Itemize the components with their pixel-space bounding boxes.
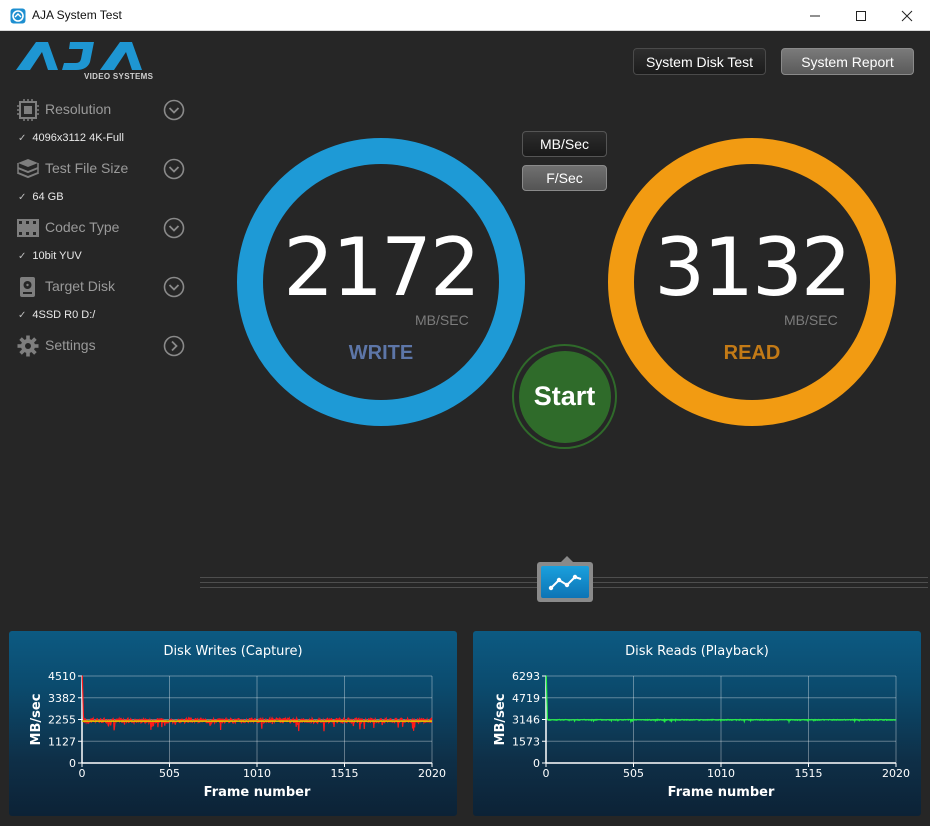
- system-report-button[interactable]: System Report: [781, 48, 914, 75]
- y-tick-label: 2255: [48, 714, 76, 727]
- y-tick-label: 4719: [512, 692, 540, 705]
- read-label: READ: [723, 342, 781, 364]
- sidebar-label-resolution: Resolution: [45, 101, 112, 117]
- graph-toggle-face: [541, 566, 589, 598]
- x-tick-label: 1515: [331, 767, 359, 780]
- x-tick-label: 2020: [418, 767, 446, 780]
- resolution-value: ✓ 4096x3112 4K-Full: [18, 132, 124, 144]
- x-axis-label: Frame number: [668, 785, 775, 800]
- check-icon: ✓: [18, 310, 27, 321]
- codec-icon: [17, 219, 39, 237]
- read-unit: MB/SEC: [784, 312, 838, 328]
- read-ring: [608, 138, 896, 426]
- close-icon: [901, 10, 913, 21]
- x-tick-label: 505: [623, 767, 644, 780]
- disk-writes-panel: Disk Writes (Capture) 0 505 1010 1515 2020 0 1…: [9, 631, 457, 816]
- check-icon: ✓: [18, 192, 27, 203]
- toggle-notch: [561, 556, 573, 562]
- write-unit: MB/SEC: [415, 312, 469, 328]
- y-axis-label: MB/sec: [493, 694, 508, 746]
- gear-icon: [17, 335, 39, 357]
- test-file-size-value: ✓ 64 GB: [18, 191, 64, 203]
- resolution-value-text: 4096x3112 4K-Full: [32, 132, 124, 144]
- x-tick-label: 1010: [707, 767, 735, 780]
- sidebar-label-target-disk: Target Disk: [45, 278, 116, 294]
- y-tick-label: 3146: [512, 714, 540, 727]
- line-graph-icon: [548, 574, 582, 591]
- series-line: [81, 675, 433, 732]
- minimize-icon: [810, 15, 820, 16]
- y-tick-label: 1127: [48, 735, 76, 748]
- series-line: [545, 675, 897, 724]
- codec-type-value: ✓ 10bit YUV: [18, 250, 82, 262]
- disk-icon: [20, 277, 35, 297]
- x-tick-label: 0: [79, 767, 86, 780]
- chart-title: Disk Reads (Playback): [625, 644, 769, 659]
- maximize-button[interactable]: [838, 0, 884, 31]
- app-icon: [10, 8, 26, 24]
- test-file-size-value-text: 64 GB: [32, 191, 64, 203]
- y-axis-label: MB/sec: [29, 694, 44, 746]
- y-tick-label: 0: [69, 757, 76, 770]
- read-value: 3132: [654, 221, 852, 314]
- x-tick-label: 1010: [243, 767, 271, 780]
- write-label: WRITE: [348, 342, 414, 364]
- sidebar-label-codec-type: Codec Type: [45, 219, 120, 235]
- aja-logo-mark: [16, 42, 142, 70]
- write-ring: [237, 138, 525, 426]
- start-button[interactable]: Start: [512, 344, 617, 449]
- write-value: 2172: [283, 221, 481, 314]
- check-icon: ✓: [18, 133, 27, 144]
- chevron-down-icon[interactable]: [163, 217, 185, 239]
- codec-type-value-text: 10bit YUV: [32, 250, 82, 262]
- x-tick-label: 2020: [882, 767, 910, 780]
- sidebar-item-target-disk[interactable]: Target Disk: [16, 276, 186, 298]
- chevron-down-icon[interactable]: [163, 158, 185, 180]
- target-disk-value-text: 4SSD R0 D:/: [32, 309, 96, 321]
- sidebar-item-settings[interactable]: Settings: [16, 335, 186, 357]
- logo-tagline: VIDEO SYSTEMS: [84, 72, 154, 81]
- resolution-icon: [17, 99, 39, 121]
- mb-sec-button[interactable]: MB/Sec: [522, 131, 607, 157]
- x-tick-label: 505: [159, 767, 180, 780]
- sidebar-item-test-file-size[interactable]: Test File Size: [16, 158, 186, 180]
- aja-logo: VIDEO SYSTEMS: [14, 38, 164, 87]
- target-disk-value: ✓ 4SSD R0 D:/: [18, 309, 95, 321]
- read-gauge: 3132 MB/SEC READ: [607, 137, 897, 427]
- chevron-down-icon[interactable]: [163, 99, 185, 121]
- window-title: AJA System Test: [32, 8, 122, 22]
- y-tick-label: 4510: [48, 670, 76, 683]
- write-gauge: 2172 MB/SEC WRITE: [236, 137, 526, 427]
- x-tick-label: 0: [543, 767, 550, 780]
- system-disk-test-button[interactable]: System Disk Test: [633, 48, 766, 75]
- close-button[interactable]: [884, 0, 930, 31]
- x-axis-label: Frame number: [204, 785, 311, 800]
- sidebar-item-codec-type[interactable]: Codec Type: [16, 217, 186, 239]
- chart-title: Disk Writes (Capture): [163, 644, 303, 659]
- maximize-icon: [856, 10, 866, 21]
- sidebar-label-test-file-size: Test File Size: [45, 160, 129, 176]
- sidebar-item-resolution[interactable]: Resolution: [16, 99, 186, 121]
- y-tick-label: 1573: [512, 735, 540, 748]
- title-bar: AJA System Test: [0, 0, 930, 31]
- minimize-button[interactable]: [792, 0, 838, 31]
- check-icon: ✓: [18, 251, 27, 262]
- f-sec-button[interactable]: F/Sec: [522, 165, 607, 191]
- disk-reads-panel: Disk Reads (Playback) 0 505 1010 1515 2020 0 1…: [473, 631, 921, 816]
- chevron-right-icon[interactable]: [163, 335, 185, 357]
- chevron-down-icon[interactable]: [163, 276, 185, 298]
- disk-reads-chart: 0 505 1010 1515 2020 0 1573 3146 4719 6293 Frame n…: [493, 670, 910, 800]
- sidebar-label-settings: Settings: [45, 337, 96, 353]
- file-size-icon: [17, 159, 39, 179]
- y-tick-label: 0: [533, 757, 540, 770]
- start-label: Start: [518, 350, 611, 443]
- graph-toggle-button[interactable]: [537, 556, 593, 602]
- disk-writes-chart: 0 505 1010 1515 2020 0 1127 2255 3382 4510 Frame n…: [29, 670, 446, 800]
- y-tick-label: 6293: [512, 670, 540, 683]
- x-tick-label: 1515: [795, 767, 823, 780]
- y-tick-label: 3382: [48, 692, 76, 705]
